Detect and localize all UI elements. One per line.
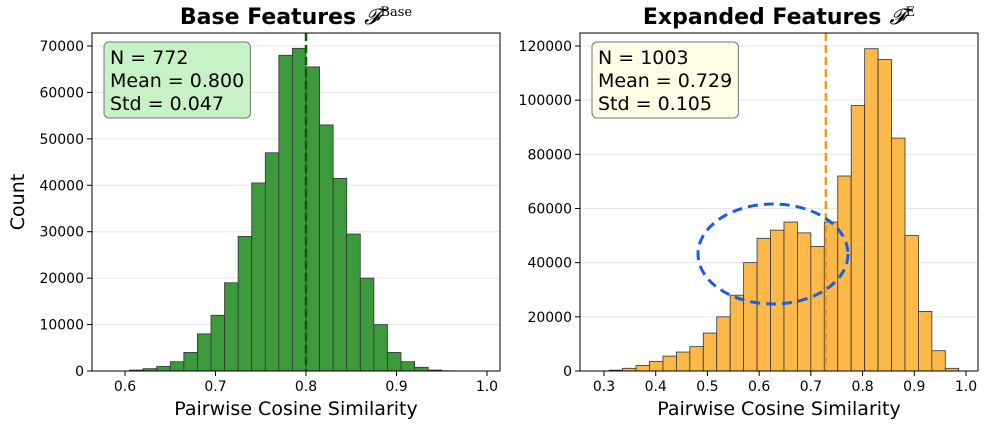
bar [373,324,388,372]
bar [210,314,225,372]
bar [649,361,664,372]
bar [346,233,361,372]
y-tick-label: 60000 [527,202,572,218]
y-axis-label: Count [7,174,29,230]
bar [332,177,348,372]
stats-box [591,41,739,119]
x-tick-label: 0.7 [800,379,822,395]
bar [319,124,334,372]
y-tick-label: 20000 [527,310,572,326]
bar [864,48,879,372]
y-tick-label: 0 [563,364,572,380]
highlight-ellipse [696,202,850,306]
bar [837,175,852,372]
bar [877,59,892,372]
y-tick-label: 20000 [39,271,84,287]
y-tick-label: 10000 [39,318,84,334]
bar [183,352,198,372]
y-tick-label: 60000 [39,85,84,101]
chart-title: Expanded Features 𝓕E [643,5,915,30]
bar [635,365,650,372]
y-tick-label: 40000 [39,178,84,194]
bar [689,346,704,372]
stats-box [103,41,251,119]
axes-frame [91,32,501,372]
y-tick-label: 0 [75,364,84,380]
y-tick-label: 80000 [527,147,572,163]
bar [850,105,866,372]
y-tick-label: 30000 [39,225,84,241]
title-text: Base Features [180,5,356,30]
x-axis-label: Pairwise Cosine Similarity [657,398,900,420]
x-tick-label: 1.0 [955,379,977,395]
x-tick-label: 0.9 [385,379,407,395]
stats-text: Std = 0.105 [598,93,712,115]
stats-text: Std = 0.047 [110,93,224,115]
bar [264,152,280,372]
bar [278,54,293,372]
y-tick-label: 50000 [39,132,84,148]
stats-text: N = 1003 [598,47,689,69]
bar [904,235,919,372]
bar [400,361,415,372]
bar [387,352,402,372]
bar [237,235,253,372]
title-superscript: E [906,5,916,20]
bar [770,229,785,372]
x-tick-label: 0.5 [696,379,718,395]
x-tick-label: 0.8 [851,379,873,395]
bar [251,182,266,372]
bar [743,262,758,372]
bar [675,351,691,372]
title-text: Expanded Features [643,5,882,30]
x-axis-label: Pairwise Cosine Similarity [174,398,417,420]
bar [783,221,798,372]
bar [810,246,825,372]
bar [918,311,933,372]
axes-frame [579,32,979,372]
x-tick-label: 0.6 [748,379,770,395]
bar [197,333,212,372]
x-tick-label: 0.7 [204,379,226,395]
x-tick-label: 1.0 [476,379,498,395]
y-tick-label: 100000 [519,93,572,109]
bar [359,277,375,372]
bar [931,350,946,372]
bar [702,332,718,372]
bar [169,361,185,372]
stats-text: Mean = 0.800 [110,70,244,92]
title-superscript: Base [380,5,412,20]
y-tick-label: 70000 [39,39,84,55]
bar [891,137,906,372]
x-tick-label: 0.4 [645,379,667,395]
x-tick-label: 0.6 [114,379,136,395]
y-tick-label: 120000 [519,39,572,55]
bar [305,66,320,372]
chart-title: Base Features 𝓕Base [180,5,412,30]
x-tick-label: 0.3 [593,379,615,395]
bar [224,282,239,372]
bar [716,316,731,372]
bar [156,365,171,372]
y-tick-label: 40000 [527,256,572,272]
x-tick-label: 0.9 [903,379,925,395]
bar [292,47,307,372]
bar [414,366,429,372]
stats-text: N = 772 [110,47,188,69]
x-tick-label: 0.8 [295,379,317,395]
bar [662,355,677,372]
bar [729,294,745,372]
stats-text: Mean = 0.729 [598,70,732,92]
